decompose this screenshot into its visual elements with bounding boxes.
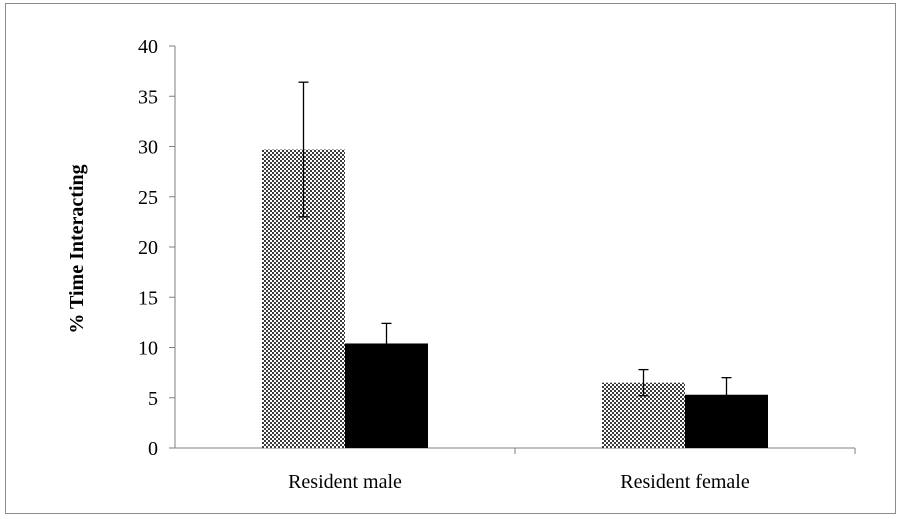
y-tick-label: 35 [138,86,158,108]
y-tick-label: 25 [138,187,158,209]
error-bars [298,81,732,413]
bars [262,149,768,448]
y-tick-label: 15 [138,287,158,309]
y-tick-label: 20 [138,237,158,259]
y-tick-label: 0 [148,438,158,460]
tick-labels: 0 5 10 15 20 25 30 35 40 Resident male Resident fe… [138,36,750,493]
y-tick-label: 30 [138,137,158,159]
y-tick-label: 5 [148,388,158,410]
y-axis-label: % Time Interacting [66,164,88,333]
y-tick-label: 10 [138,338,158,360]
x-category-label: Resident female [620,471,750,493]
x-category-label: Resident male [288,471,402,493]
y-tick-label: 40 [138,36,158,58]
